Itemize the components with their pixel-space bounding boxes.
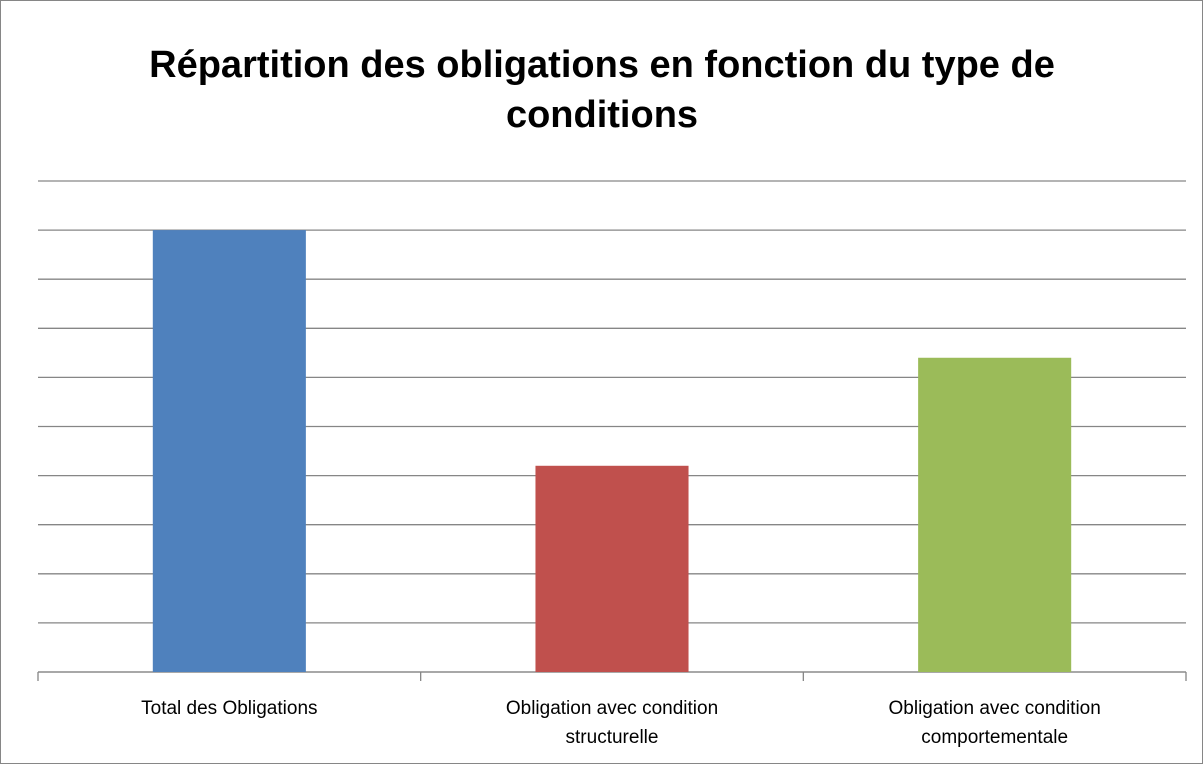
chart-title: Répartition des obligations en fonction … xyxy=(149,44,1055,136)
x-tick-label: Total des Obligations xyxy=(141,698,318,719)
bar xyxy=(535,465,689,672)
bar xyxy=(152,230,306,672)
bar xyxy=(918,357,1072,672)
x-tick-label: Obligation avec condition structurelle xyxy=(505,698,719,748)
x-tick-label: Obligation avec condition comportemental… xyxy=(888,698,1101,748)
